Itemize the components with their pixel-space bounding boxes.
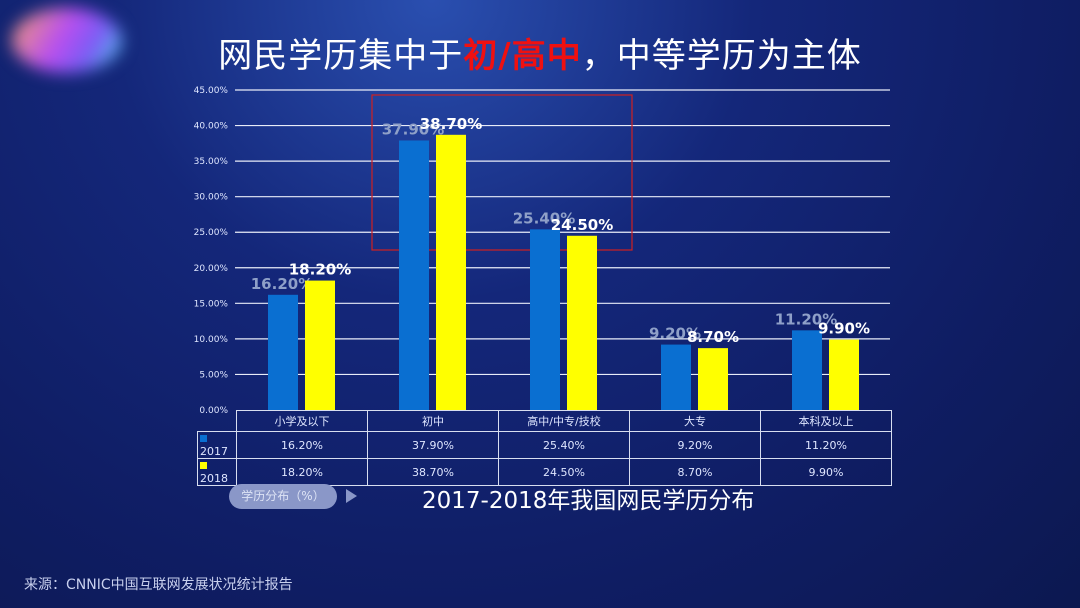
bar-2017 xyxy=(530,229,560,410)
bar-2018 xyxy=(698,348,728,410)
page-title: 网民学历集中于初/高中，中等学历为主体 xyxy=(0,28,1080,77)
table-cell: 38.70% xyxy=(367,458,499,486)
table-cell: 18.20% xyxy=(236,458,368,486)
data-label-2018: 9.90% xyxy=(818,320,870,338)
data-label-2018: 24.50% xyxy=(551,216,613,234)
bar-2017 xyxy=(792,330,822,410)
y-tick-label: 15.00% xyxy=(194,299,229,309)
data-label-2017: 16.20% xyxy=(251,275,313,293)
data-label-2017: 9.20% xyxy=(649,325,701,343)
bar-2017 xyxy=(268,294,298,410)
y-tick-label: 25.00% xyxy=(194,228,229,238)
table-cell: 24.50% xyxy=(498,458,630,486)
bar-2018 xyxy=(829,339,859,410)
bar-2017 xyxy=(661,344,691,410)
section-pill: 学历分布（%） xyxy=(229,484,337,509)
table-cell: 9.20% xyxy=(629,431,761,459)
data-label-2018: 18.20% xyxy=(289,261,351,279)
y-tick-label: 5.00% xyxy=(199,370,228,380)
y-tick-label: 40.00% xyxy=(194,122,229,132)
data-table: 小学及以下 初中 高中/中专/技校 大专 本科及以上 2017 16.20% 3… xyxy=(197,410,892,486)
bar-2018 xyxy=(436,134,466,411)
data-label-2018: 8.70% xyxy=(687,328,739,346)
table-row-2018: 2018 18.20% 38.70% 24.50% 8.70% 9.90% xyxy=(197,458,892,486)
data-label-2018: 38.70% xyxy=(420,115,482,133)
source-note: 来源：CNNIC中国互联网发展状况统计报告 xyxy=(24,577,293,593)
y-tick-label: 45.00% xyxy=(194,86,229,96)
bar-2017 xyxy=(399,140,429,410)
table-header-cell: 初中 xyxy=(367,410,499,432)
table-cell: 37.90% xyxy=(367,431,499,459)
table-cell: 25.40% xyxy=(498,431,630,459)
data-label-2017: 37.90% xyxy=(382,120,444,138)
table-header-cell: 高中/中专/技校 xyxy=(498,410,630,432)
table-cell: 11.20% xyxy=(760,431,892,459)
table-cell: 8.70% xyxy=(629,458,761,486)
title-part2: ，中等学历为主体 xyxy=(581,36,862,76)
y-tick-label: 35.00% xyxy=(194,157,229,167)
y-tick-label: 10.00% xyxy=(194,335,229,345)
legend-swatch-2017 xyxy=(200,435,207,442)
table-header-row: 小学及以下 初中 高中/中专/技校 大专 本科及以上 xyxy=(197,410,892,432)
table-header-cell: 大专 xyxy=(629,410,761,432)
y-tick-label: 20.00% xyxy=(194,264,229,274)
highlight-box xyxy=(371,94,633,251)
bar-2018 xyxy=(305,280,335,410)
table-cell: 16.20% xyxy=(236,431,368,459)
decorative-blob xyxy=(12,8,122,73)
legend-label: 2018 xyxy=(200,472,228,485)
title-highlight: 初/高中 xyxy=(463,36,582,76)
chart-title: 2017-2018年我国网民学历分布 xyxy=(422,488,755,514)
legend-swatch-2018 xyxy=(200,462,207,469)
table-header-cell: 小学及以下 xyxy=(236,410,368,432)
table-row-2017: 2017 16.20% 37.90% 25.40% 9.20% 11.20% xyxy=(197,431,892,459)
data-label-2017: 11.20% xyxy=(775,310,837,328)
table-cell: 9.90% xyxy=(760,458,892,486)
play-arrow-icon xyxy=(346,489,357,503)
table-header-cell: 本科及以上 xyxy=(760,410,892,432)
title-part1: 网民学历集中于 xyxy=(218,36,464,76)
bar-2018 xyxy=(567,235,597,410)
legend-label: 2017 xyxy=(200,445,228,458)
y-tick-label: 30.00% xyxy=(194,193,229,203)
data-label-2017: 25.40% xyxy=(513,209,575,227)
